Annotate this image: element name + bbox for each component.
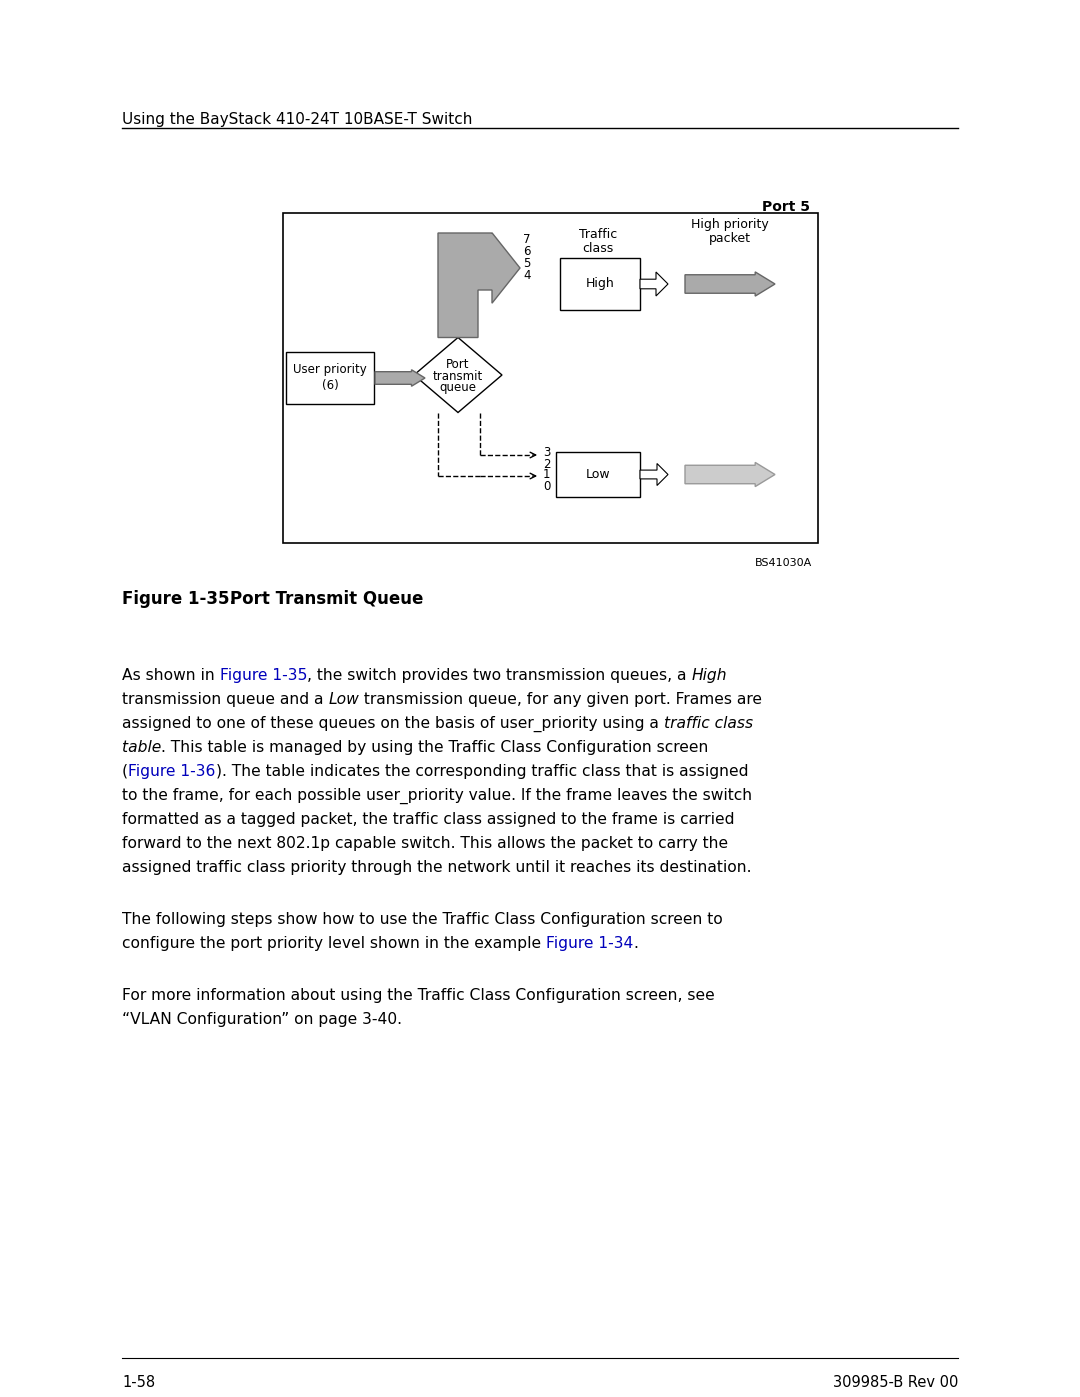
Text: The following steps show how to use the Traffic Class Configuration screen to: The following steps show how to use the … <box>122 912 723 928</box>
Text: Using the BayStack 410-24T 10BASE-T Switch: Using the BayStack 410-24T 10BASE-T Swit… <box>122 112 472 127</box>
Text: 0: 0 <box>543 479 551 493</box>
Text: , the switch provides two transmission queues, a: , the switch provides two transmission q… <box>307 668 691 683</box>
Text: High priority: High priority <box>691 218 769 231</box>
Text: 4: 4 <box>523 268 530 282</box>
Bar <box>283 212 818 543</box>
Text: 6: 6 <box>523 244 530 258</box>
Text: Figure 1-34: Figure 1-34 <box>546 936 633 951</box>
Text: (6): (6) <box>322 380 338 393</box>
Text: Low: Low <box>585 468 610 481</box>
Text: to the frame, for each possible user_priority value. If the frame leaves the swi: to the frame, for each possible user_pri… <box>122 788 752 805</box>
Text: (: ( <box>122 764 129 780</box>
Text: “VLAN Configuration” on page 3-40.: “VLAN Configuration” on page 3-40. <box>122 1011 402 1027</box>
Text: Port 5: Port 5 <box>762 200 810 214</box>
Text: 2: 2 <box>543 457 551 471</box>
Text: assigned to one of these queues on the basis of user_priority using a: assigned to one of these queues on the b… <box>122 717 664 732</box>
Polygon shape <box>685 272 775 296</box>
Text: Port: Port <box>446 359 470 372</box>
Text: ). The table indicates the corresponding traffic class that is assigned: ). The table indicates the corresponding… <box>216 764 748 780</box>
Polygon shape <box>414 338 502 412</box>
Polygon shape <box>375 370 426 386</box>
Text: forward to the next 802.1p capable switch. This allows the packet to carry the: forward to the next 802.1p capable switc… <box>122 835 728 851</box>
Text: transmit: transmit <box>433 369 483 383</box>
Text: packet: packet <box>708 232 751 244</box>
Text: 309985-B Rev 00: 309985-B Rev 00 <box>833 1375 958 1390</box>
Polygon shape <box>640 272 669 296</box>
Text: assigned traffic class priority through the network until it reaches its destina: assigned traffic class priority through … <box>122 861 752 875</box>
Text: queue: queue <box>440 381 476 394</box>
Text: High: High <box>691 668 727 683</box>
Text: traffic class: traffic class <box>664 717 753 731</box>
Text: .: . <box>633 936 638 951</box>
Text: transmission queue and a: transmission queue and a <box>122 692 328 707</box>
Text: Figure 1-36: Figure 1-36 <box>129 764 216 780</box>
Text: User priority: User priority <box>293 363 367 377</box>
Bar <box>561 258 640 310</box>
Text: Figure 1-35: Figure 1-35 <box>219 668 307 683</box>
Text: BS41030A: BS41030A <box>755 557 812 569</box>
Bar <box>556 453 640 497</box>
Polygon shape <box>640 464 669 486</box>
Text: transmission queue, for any given port. Frames are: transmission queue, for any given port. … <box>360 692 762 707</box>
Text: High: High <box>585 278 615 291</box>
Text: formatted as a tagged packet, the traffic class assigned to the frame is carried: formatted as a tagged packet, the traffi… <box>122 812 734 827</box>
Text: As shown in: As shown in <box>122 668 219 683</box>
Text: configure the port priority level shown in the example: configure the port priority level shown … <box>122 936 546 951</box>
Text: Low: Low <box>328 692 360 707</box>
Text: 3: 3 <box>543 447 551 460</box>
Text: 1: 1 <box>543 468 551 482</box>
Text: Port Transmit Queue: Port Transmit Queue <box>230 590 423 608</box>
Text: class: class <box>582 242 613 256</box>
Text: 5: 5 <box>523 257 530 270</box>
Text: 7: 7 <box>523 233 530 246</box>
Polygon shape <box>438 233 519 338</box>
Text: For more information about using the Traffic Class Configuration screen, see: For more information about using the Tra… <box>122 988 715 1003</box>
Text: Figure 1-35.: Figure 1-35. <box>122 590 235 608</box>
Text: Traffic: Traffic <box>579 228 617 242</box>
Text: . This table is managed by using the Traffic Class Configuration screen: . This table is managed by using the Tra… <box>161 740 708 754</box>
Polygon shape <box>685 462 775 486</box>
Bar <box>286 352 374 404</box>
Text: table: table <box>122 740 161 754</box>
Text: 1-58: 1-58 <box>122 1375 156 1390</box>
